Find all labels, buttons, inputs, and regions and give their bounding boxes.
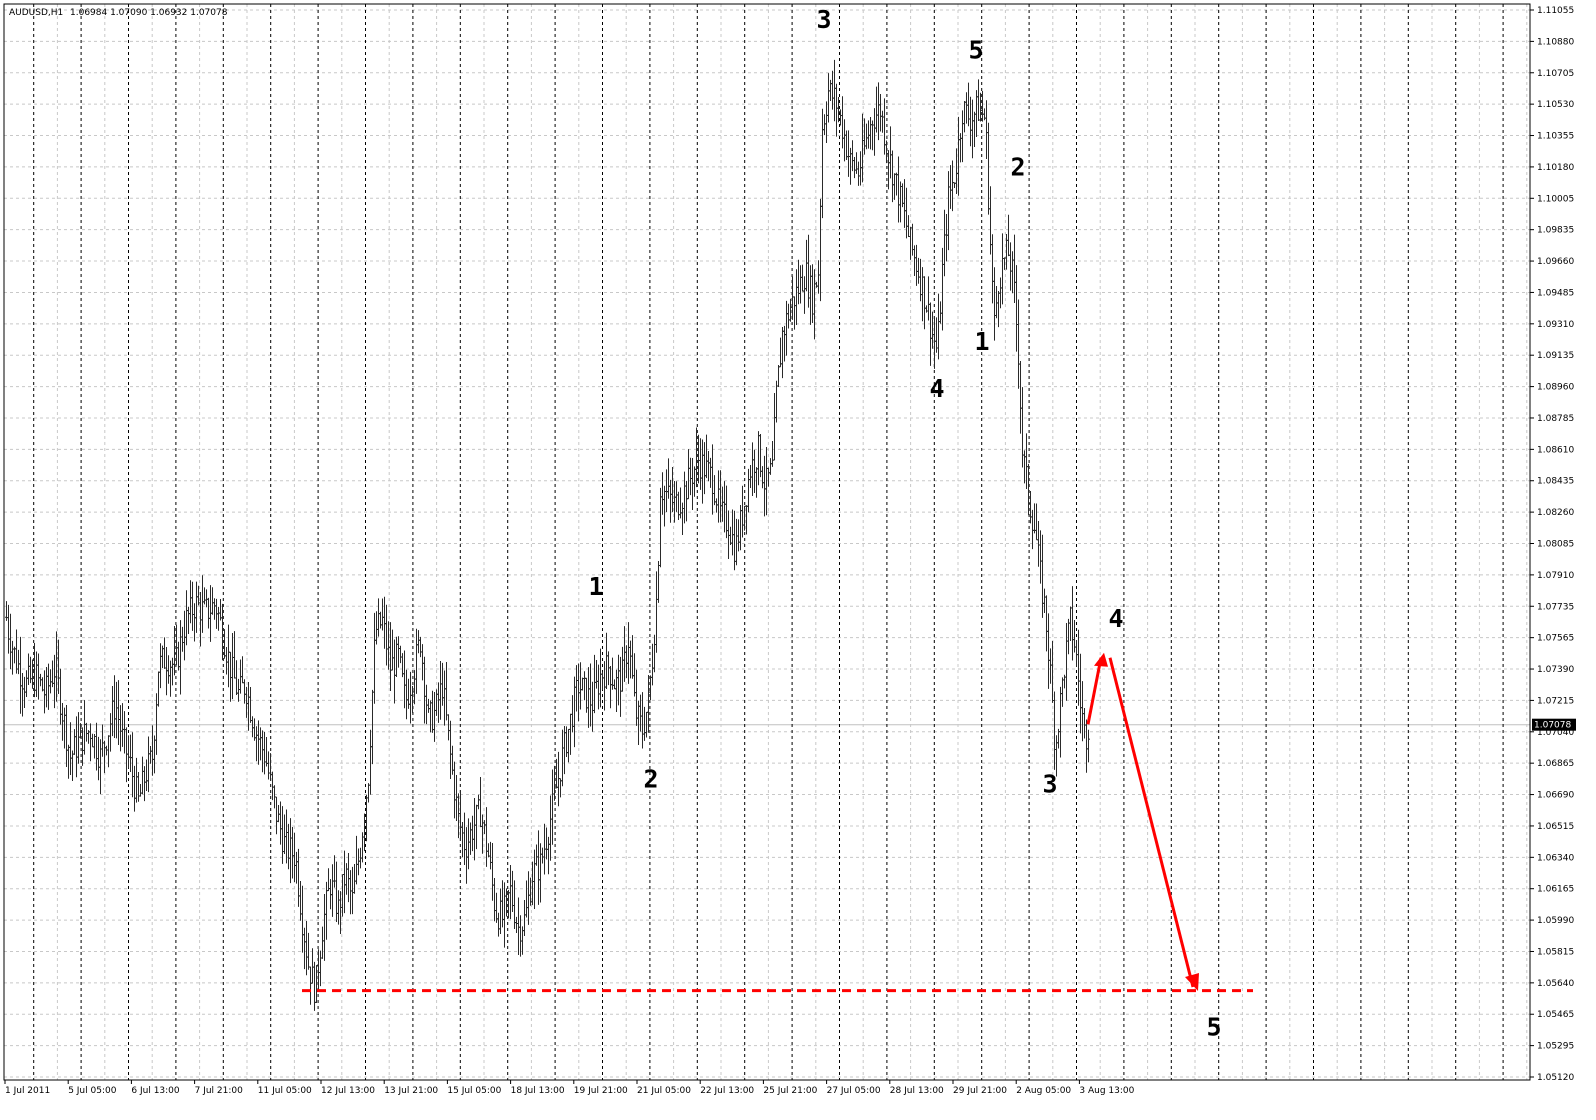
wave-label-7: 2 xyxy=(1010,153,1025,182)
x-tick-label: 28 Jul 13:00 xyxy=(890,1086,944,1096)
wave-label-9: 4 xyxy=(1108,604,1123,633)
x-tick-label: 5 Jul 05:00 xyxy=(68,1086,117,1096)
y-tick-label: 1.09135 xyxy=(1537,351,1574,361)
y-tick-label: 1.09660 xyxy=(1537,257,1574,267)
y-tick-label: 1.06340 xyxy=(1537,853,1574,863)
y-tick-label: 1.06690 xyxy=(1537,791,1574,801)
price-axis: 1.11055 1.10880 1.10705 1.10530 1.10355 1.101… xyxy=(1530,6,1576,1083)
x-tick-label: 22 Jul 13:00 xyxy=(700,1086,754,1096)
y-tick-label: 1.09835 xyxy=(1537,226,1574,236)
wave-label-2: 2 xyxy=(643,764,658,793)
current-price-label: 1.07078 xyxy=(1534,721,1571,731)
x-tick-label: 15 Jul 05:00 xyxy=(447,1086,501,1096)
wave-label-8: 3 xyxy=(1042,770,1057,799)
x-tick-label: 13 Jul 21:00 xyxy=(384,1086,438,1096)
y-tick-label: 1.08785 xyxy=(1537,414,1574,424)
y-tick-label: 1.08435 xyxy=(1537,477,1574,487)
wave-label-1: 1 xyxy=(588,572,603,601)
ohlc-label: 1.06984 1.07090 1.06932 1.07078 xyxy=(70,8,228,18)
y-tick-label: 1.08260 xyxy=(1537,508,1574,518)
y-tick-label: 1.10705 xyxy=(1537,69,1574,79)
analysis-overlay xyxy=(302,652,1253,993)
y-tick-label: 1.05990 xyxy=(1537,916,1574,926)
y-tick-label: 1.07735 xyxy=(1537,602,1574,612)
x-tick-label: 6 Jul 13:00 xyxy=(131,1086,180,1096)
period-separators xyxy=(33,4,1528,1080)
x-tick-label: 19 Jul 21:00 xyxy=(574,1086,628,1096)
arrowhead-up xyxy=(1094,652,1108,667)
x-tick-label: 27 Jul 05:00 xyxy=(827,1086,881,1096)
wave-label-4: 4 xyxy=(929,374,944,403)
y-tick-label: 1.07910 xyxy=(1537,571,1574,581)
y-tick-label: 1.06865 xyxy=(1537,759,1574,769)
projection-down-arrow xyxy=(1108,657,1195,988)
x-tick-label: 21 Jul 05:00 xyxy=(637,1086,691,1096)
wave-labels: 1 2 3 4 5 1 2 3 4 5 xyxy=(588,5,1221,1042)
y-tick-label: 1.07565 xyxy=(1537,634,1574,644)
wave-label-3: 3 xyxy=(816,5,831,34)
x-tick-label: 11 Jul 05:00 xyxy=(258,1086,312,1096)
projection-up-arrow xyxy=(1086,657,1103,725)
y-tick-label: 1.06165 xyxy=(1537,885,1574,895)
x-tick-label: 18 Jul 13:00 xyxy=(511,1086,565,1096)
y-tick-label: 1.07040 xyxy=(1537,728,1574,738)
x-tick-label: 1 Jul 2011 xyxy=(5,1086,50,1096)
x-tick-label: 29 Jul 21:00 xyxy=(953,1086,1007,1096)
time-axis: 1 Jul 2011 5 Jul 05:00 6 Jul 13:00 7 Jul 21… xyxy=(4,1080,1135,1096)
y-tick-label: 1.09485 xyxy=(1537,288,1574,298)
y-tick-label: 1.05815 xyxy=(1537,947,1574,957)
y-tick-label: 1.11055 xyxy=(1537,6,1574,16)
x-tick-label: 25 Jul 21:00 xyxy=(763,1086,817,1096)
y-tick-label: 1.08610 xyxy=(1537,445,1574,455)
y-tick-label: 1.10005 xyxy=(1537,194,1574,204)
y-tick-label: 1.07390 xyxy=(1537,665,1574,675)
y-tick-label: 1.10880 xyxy=(1537,37,1574,47)
y-tick-label: 1.07215 xyxy=(1537,696,1574,706)
symbol-label: AUDUSD,H1 xyxy=(9,8,63,18)
y-tick-label: 1.05640 xyxy=(1537,979,1574,989)
y-tick-label: 1.05295 xyxy=(1537,1042,1574,1052)
y-tick-label: 1.09310 xyxy=(1537,320,1574,330)
x-tick-label: 12 Jul 13:00 xyxy=(321,1086,375,1096)
plot-frame xyxy=(3,3,1531,1081)
price-bars xyxy=(5,59,1090,1011)
wave-label-10: 5 xyxy=(1206,1013,1221,1042)
y-tick-label: 1.05120 xyxy=(1537,1073,1574,1083)
current-price-box xyxy=(1532,718,1576,731)
wave-label-5: 5 xyxy=(968,36,983,65)
y-tick-label: 1.06515 xyxy=(1537,822,1574,832)
wave-label-6: 1 xyxy=(974,327,989,356)
y-tick-label: 1.08960 xyxy=(1537,383,1574,393)
x-tick-label: 7 Jul 21:00 xyxy=(195,1086,244,1096)
x-tick-label: 3 Aug 13:00 xyxy=(1079,1086,1134,1096)
y-tick-label: 1.10355 xyxy=(1537,132,1574,142)
y-tick-label: 1.05465 xyxy=(1537,1010,1574,1020)
y-tick-label: 1.10180 xyxy=(1537,163,1574,173)
arrowhead-down xyxy=(1185,973,1199,992)
y-tick-label: 1.10530 xyxy=(1537,100,1574,110)
y-tick-label: 1.08085 xyxy=(1537,540,1574,550)
x-tick-label: 2 Aug 05:00 xyxy=(1016,1086,1071,1096)
